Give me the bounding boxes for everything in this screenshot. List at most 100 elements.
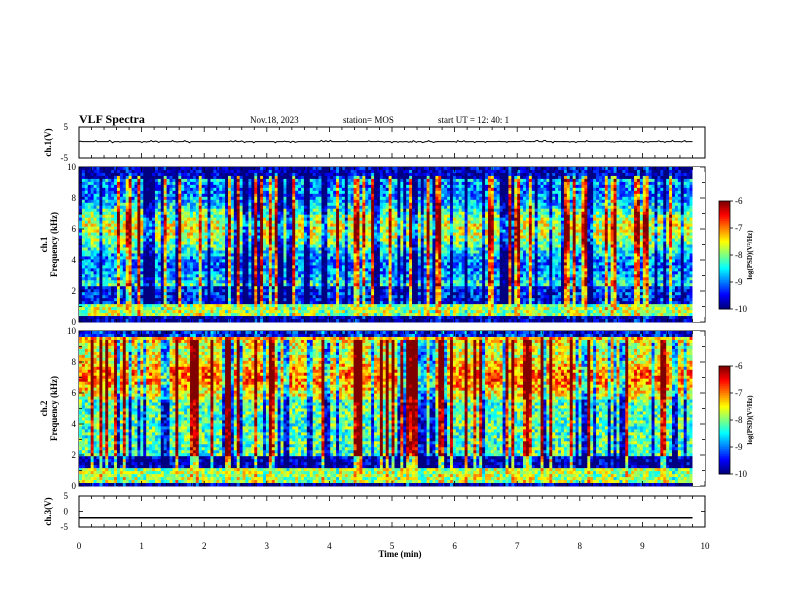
spec1-cell	[91, 224, 94, 227]
spec1-cell	[117, 245, 120, 248]
spec1-cell	[307, 206, 310, 209]
spec1-cell	[158, 170, 161, 173]
spec1-cell	[97, 268, 100, 271]
spec1-cell	[357, 185, 360, 188]
spec1-cell	[281, 179, 284, 182]
spec1-cell	[205, 188, 208, 191]
spec1-cell	[269, 206, 272, 209]
spec1-cell	[114, 224, 117, 227]
spec1-cell	[222, 262, 225, 265]
spec1-cell	[91, 280, 94, 283]
spec1-cell	[351, 316, 354, 319]
spec1-cell	[79, 185, 82, 188]
spec1-cell	[228, 259, 231, 262]
spec1-cell	[292, 227, 295, 230]
spec1-cell	[99, 197, 102, 200]
spec1-cell	[266, 197, 269, 200]
spec1-cell	[327, 319, 330, 322]
spec1-cell	[228, 233, 231, 236]
spec1-cell	[266, 265, 269, 268]
spec1-cell	[310, 212, 313, 215]
spec1-cell	[313, 298, 316, 301]
spec1-cell	[327, 212, 330, 215]
spec1-cell	[339, 295, 342, 298]
spec1-cell	[307, 209, 310, 212]
spec1-cell	[260, 185, 263, 188]
spec1-cell	[257, 170, 260, 173]
spec1-cell	[269, 301, 272, 304]
spec1-cell	[158, 233, 161, 236]
spec1-cell	[88, 212, 91, 215]
spec1-cell	[246, 313, 249, 316]
spec1-cell	[237, 188, 240, 191]
spec1-cell	[82, 307, 85, 310]
spec1-cell	[246, 259, 249, 262]
spec1-cell	[275, 233, 278, 236]
spec1-cell	[292, 259, 295, 262]
spec1-cell	[228, 194, 231, 197]
spec1-cell	[184, 265, 187, 268]
spec1-cell	[316, 188, 319, 191]
spec1-cell	[278, 221, 281, 224]
spec1-cell	[313, 179, 316, 182]
spec1-cell	[278, 176, 281, 179]
spec1-cell	[85, 182, 88, 185]
spec1-cell	[281, 209, 284, 212]
spec1-cell	[246, 185, 249, 188]
spec1-cell	[254, 236, 257, 239]
spec1-cell	[345, 230, 348, 233]
spec1-cell	[187, 310, 190, 313]
spec1-cell	[114, 185, 117, 188]
spec1-cell	[260, 265, 263, 268]
spec1-cell	[345, 173, 348, 176]
spec1-cell	[108, 176, 111, 179]
spec1-cell	[354, 173, 357, 176]
spec1-cell	[94, 185, 97, 188]
spec1-cell	[275, 319, 278, 322]
spec1-cell	[313, 224, 316, 227]
spec1-cell	[161, 212, 164, 215]
spec1-cell	[298, 179, 301, 182]
spec1-cell	[278, 289, 281, 292]
spec1-cell	[289, 227, 292, 230]
spec1-cell	[146, 206, 149, 209]
spec1-cell	[345, 236, 348, 239]
spec1-cell	[243, 206, 246, 209]
spec1-cell	[190, 203, 193, 206]
spec1-cell	[339, 310, 342, 313]
spec1-cell	[161, 307, 164, 310]
spec1-cell	[193, 310, 196, 313]
spec1-cell	[88, 295, 91, 298]
spec1-cell	[85, 194, 88, 197]
spec1-cell	[240, 262, 243, 265]
spec1-cell	[225, 304, 228, 307]
spec1-cell	[205, 173, 208, 176]
spec1-cell	[158, 188, 161, 191]
spec1-cell	[132, 274, 135, 277]
spec1-cell	[307, 262, 310, 265]
spec1-cell	[155, 289, 158, 292]
spec1-cell	[205, 289, 208, 292]
spec1-cell	[283, 247, 286, 250]
spec1-cell	[205, 227, 208, 230]
spec1-cell	[175, 239, 178, 242]
spec1-cell	[345, 212, 348, 215]
spec1-cell	[129, 173, 132, 176]
spec1-cell	[114, 209, 117, 212]
spec1-cell	[219, 295, 222, 298]
spec1-cell	[79, 277, 82, 280]
spec1-cell	[97, 212, 100, 215]
spec1-cell	[286, 242, 289, 245]
spec1-cell	[295, 176, 298, 179]
spec1-cell	[231, 182, 234, 185]
spec1-cell	[120, 218, 123, 221]
spec1-cell	[187, 224, 190, 227]
spec1-cell	[94, 170, 97, 173]
spec1-cell	[324, 224, 327, 227]
spec1-cell	[310, 215, 313, 218]
spec1-cell	[286, 173, 289, 176]
spec1-cell	[345, 167, 348, 170]
spec1-cell	[254, 242, 257, 245]
spec1-cell	[348, 212, 351, 215]
spec1-cell	[266, 221, 269, 224]
